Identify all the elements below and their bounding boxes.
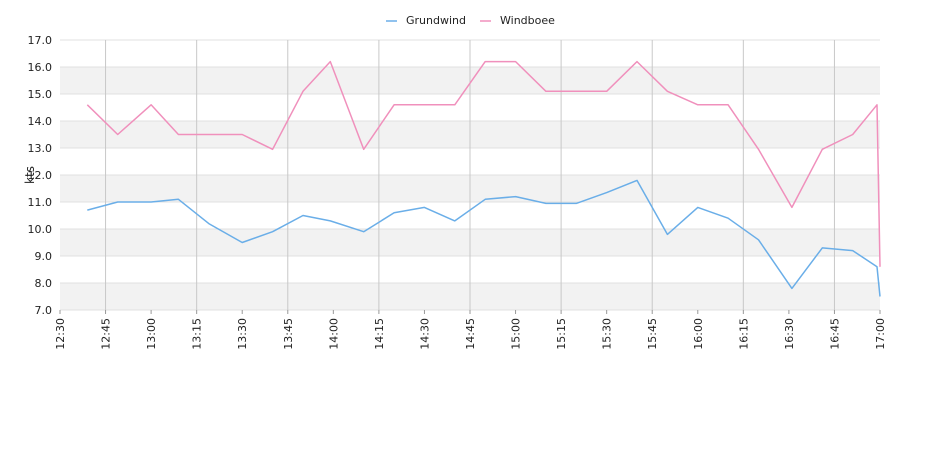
- x-tick-label: 13:30: [236, 318, 249, 350]
- y-tick-label: 9.0: [35, 250, 53, 263]
- x-grid: [105, 40, 835, 310]
- x-tick-label: 14:45: [464, 318, 477, 350]
- y-tick-label: 15.0: [28, 88, 53, 101]
- x-tick-label: 16:15: [737, 318, 750, 350]
- y-tick-label: 11.0: [28, 196, 53, 209]
- x-tick-label: 14:15: [373, 318, 386, 350]
- x-tick-label: 15:45: [646, 318, 659, 350]
- y-axis: 7.0 8.0 9.0 10.0 11.0 12.0 13.0 14.0 15.0 16.0 17.…: [28, 34, 53, 317]
- x-axis: 12:30 12:45 13:00 13:15 13:30 13:45 14:00 14:15…: [54, 310, 887, 350]
- y-tick-label: 16.0: [28, 61, 53, 74]
- x-tick-label: 14:00: [327, 318, 340, 350]
- x-tick-label: 13:15: [191, 318, 204, 350]
- y-tick-label: 12.0: [28, 169, 53, 182]
- x-tick-label: 15:30: [601, 318, 614, 350]
- legend: Grundwind Windboee: [386, 14, 555, 27]
- series-line-windboee: [86, 60, 881, 267]
- y-tick-label: 14.0: [28, 115, 53, 128]
- series-line-grundwind: [87, 179, 881, 297]
- x-tick-label: 14:30: [418, 318, 431, 350]
- x-tick-label: 16:45: [828, 318, 841, 350]
- series-lines: [86, 60, 881, 297]
- y-tick-label: 17.0: [28, 34, 53, 47]
- y-tick-label: 7.0: [35, 304, 53, 317]
- x-tick-label: 17:00: [874, 318, 887, 350]
- x-tick-label: 12:30: [54, 318, 67, 350]
- legend-label: Grundwind: [406, 14, 466, 27]
- x-tick-label: 16:00: [692, 318, 705, 350]
- x-tick-label: 16:30: [783, 318, 796, 350]
- y-axis-title: kts: [23, 166, 37, 184]
- x-tick-label: 15:15: [555, 318, 568, 350]
- y-tick-label: 13.0: [28, 142, 53, 155]
- x-tick-label: 13:00: [145, 318, 158, 350]
- x-tick-label: 12:45: [100, 318, 113, 350]
- x-tick-label: 15:00: [510, 318, 523, 350]
- y-tick-label: 10.0: [28, 223, 53, 236]
- legend-label: Windboee: [500, 14, 555, 27]
- x-tick-label: 13:45: [282, 318, 295, 350]
- y-tick-label: 8.0: [35, 277, 53, 290]
